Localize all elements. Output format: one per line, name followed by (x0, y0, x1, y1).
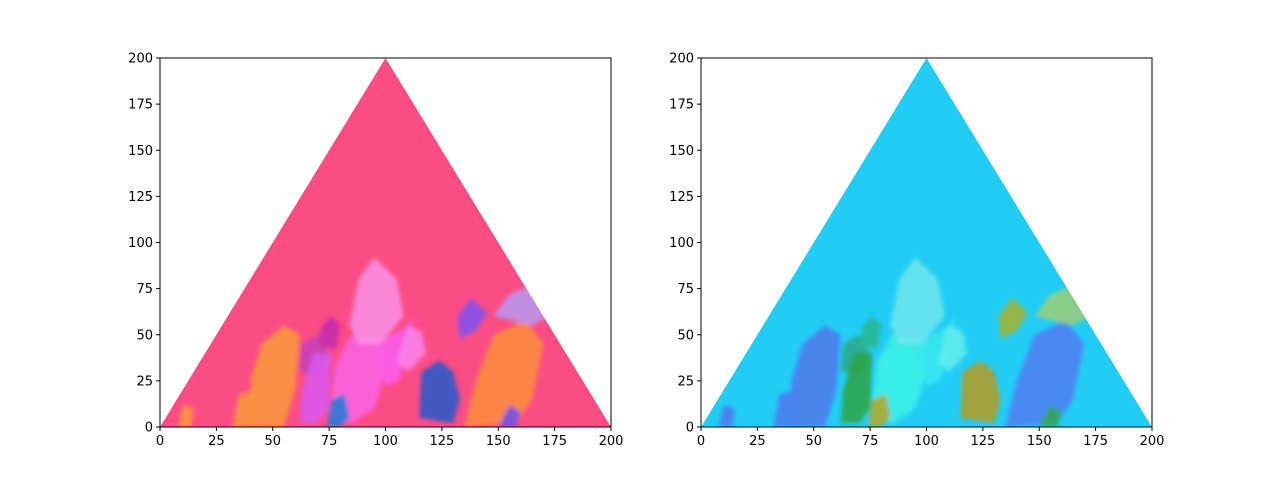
subplot-right: 0 25 50 75 100 125 150 175 200 0 25 50 75 100 125 150 17… (669, 52, 1164, 450)
subplot-left: 0 25 50 75 100 125 150 175 200 0 25 50 75 100 125 150 17… (128, 52, 623, 450)
grain-region (960, 360, 1001, 424)
grain-region (858, 316, 882, 350)
grain-layer (719, 257, 1096, 427)
y-tick-label: 25 (677, 374, 694, 389)
y-tick-label: 100 (128, 236, 153, 251)
grain-region (498, 404, 521, 427)
x-tick-label: 175 (1083, 434, 1108, 449)
grain-layer (178, 257, 555, 427)
grain-region (326, 393, 350, 427)
grain-region (791, 325, 841, 427)
x-tick-label: 150 (486, 434, 511, 449)
y-tick-label: 50 (677, 328, 694, 343)
grain-region (867, 393, 891, 427)
y-tick-label: 25 (136, 374, 153, 389)
grain-region (299, 353, 332, 424)
y-tick-label: 0 (686, 421, 694, 436)
grain-region (1039, 404, 1062, 427)
grain-region (419, 360, 460, 424)
x-tick-label: 25 (208, 434, 225, 449)
grain-region (250, 325, 300, 427)
grain-region (464, 319, 544, 427)
x-tick-label: 100 (373, 434, 398, 449)
grain-region (1005, 319, 1085, 427)
x-tick-label: 25 (749, 434, 766, 449)
grain-region (457, 297, 487, 339)
grain-region (317, 316, 341, 350)
grain-region (396, 325, 427, 372)
y-tick-label: 125 (669, 190, 694, 205)
x-tick-label: 200 (1140, 434, 1165, 449)
grain-region (232, 390, 255, 427)
y-tick-label: 175 (669, 98, 694, 113)
x-tick-label: 175 (542, 434, 567, 449)
y-tick-label: 0 (145, 421, 153, 436)
x-tick-label: 150 (1027, 434, 1052, 449)
x-tick-label: 75 (321, 434, 338, 449)
x-tick-label: 0 (697, 434, 705, 449)
y-tick-label: 50 (136, 328, 153, 343)
grain-region (998, 297, 1028, 339)
grain-region (376, 316, 415, 387)
x-tick-label: 0 (156, 434, 164, 449)
y-tick-label: 125 (128, 190, 153, 205)
x-tick-label: 100 (914, 434, 939, 449)
grain-region (719, 404, 735, 427)
grain-region (937, 325, 968, 372)
x-tick-label: 125 (970, 434, 995, 449)
y-tick-label: 150 (669, 144, 694, 159)
x-tick-label: 50 (264, 434, 281, 449)
grain-region (178, 404, 194, 427)
grain-region (840, 353, 873, 424)
y-tick-label: 150 (128, 144, 153, 159)
x-tick-label: 50 (805, 434, 822, 449)
y-tick-label: 175 (128, 98, 153, 113)
x-tick-label: 125 (429, 434, 454, 449)
y-tick-label: 200 (128, 52, 153, 67)
y-tick-label: 100 (669, 236, 694, 251)
grain-region (773, 390, 796, 427)
y-tick-label: 200 (669, 52, 694, 67)
grain-region (917, 316, 956, 387)
x-tick-label: 75 (862, 434, 879, 449)
grain-region (349, 257, 404, 344)
y-tick-label: 75 (136, 282, 153, 297)
x-tick-label: 200 (599, 434, 624, 449)
y-tick-label: 75 (677, 282, 694, 297)
grain-region (890, 257, 945, 344)
